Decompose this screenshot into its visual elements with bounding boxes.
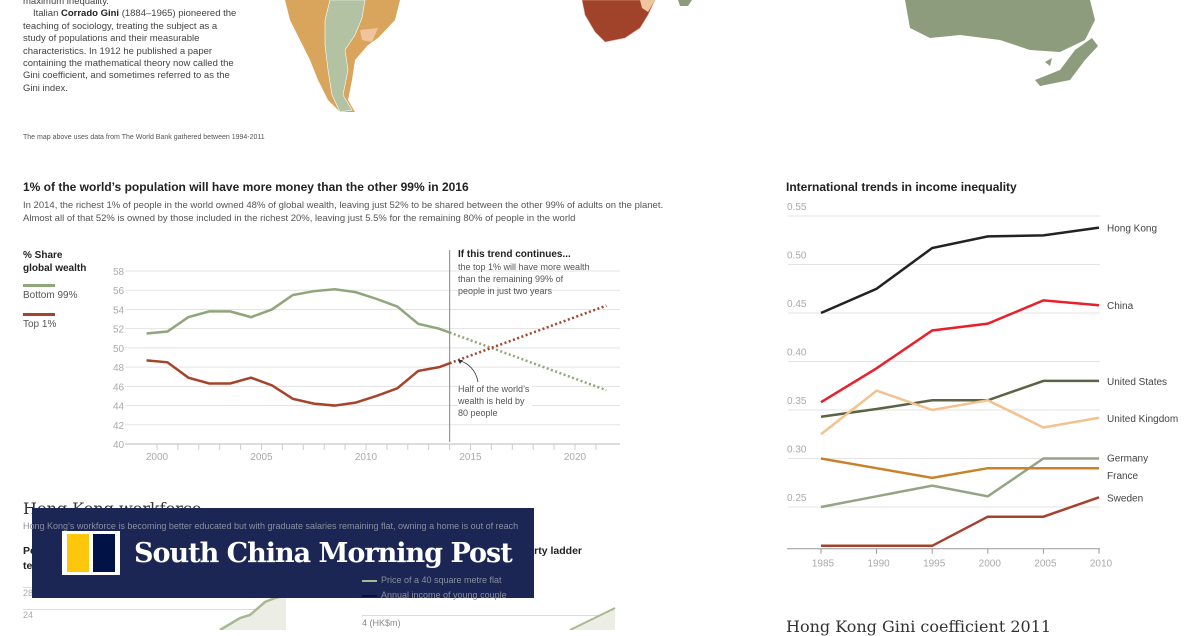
x-tick-label: 2020 [564, 452, 587, 463]
intl-title: International trends in income inequalit… [786, 180, 1017, 194]
x-tick-label: 2000 [979, 559, 1002, 570]
x-tick-label: 1990 [867, 559, 890, 570]
intro-line: maximum inequality. [23, 0, 109, 7]
y-tick-label: 42 [113, 421, 125, 432]
callout-line: 80 people [458, 408, 498, 418]
x-tick-label: 1995 [923, 559, 946, 570]
legend-bottom99: Bottom 99% [23, 284, 77, 301]
legend-label: Bottom 99% [23, 290, 78, 301]
legend-item: Price of a 40 square metre flat [362, 573, 507, 588]
x-tick-label: 2015 [459, 452, 482, 463]
y-tick-label: 50 [113, 344, 125, 355]
africa-map [581, 0, 692, 43]
annotation-title: If this trend continues... [458, 249, 571, 260]
gini-title: Hong Kong Gini coefficient 2011 [786, 617, 1052, 636]
left-tick-24: 24 [23, 609, 286, 620]
y-tick-label: 46 [113, 382, 125, 393]
intro-pre: Italian [33, 8, 61, 20]
series-line-hong-kong [820, 226, 1100, 315]
x-tick-label: 2010 [1090, 559, 1113, 570]
world-map [285, 0, 1098, 113]
right-tick: 4 (HK$m) [362, 615, 615, 628]
series-label: China [1107, 301, 1134, 312]
legend-swatch [23, 313, 55, 316]
series-line-united-kingdom [820, 389, 1100, 436]
callout: Half of the world’s wealth is held by 80… [458, 383, 533, 419]
workforce-right-chart [569, 607, 616, 630]
series-line-china [820, 299, 1100, 404]
legend-label: Top 1% [23, 319, 57, 330]
series-line-sweden [821, 496, 1100, 548]
scmp-logo [62, 531, 120, 575]
annotation-line: people in just two years [458, 286, 553, 296]
y-tick-label: 48 [113, 363, 125, 374]
x-tick-label: 1985 [812, 559, 835, 570]
intl-chart: 0.25 0.30 0.35 0.40 0.45 0.50 0.55 1985 1990 1995… [787, 202, 1178, 570]
y-tick-label: 44 [113, 402, 125, 413]
wealth-ylabel: % Share global wealth [23, 249, 86, 275]
intro-post: (1884–1965) pioneered the teaching of so… [23, 8, 237, 94]
workforce-legend: Price of a 40 square metre flat Annual i… [362, 573, 507, 603]
projection-line [449, 331, 607, 392]
intro-text: maximum inequality. Italian Corrado Gini… [23, 0, 238, 95]
y-tick-label: 0.35 [787, 396, 807, 407]
y-tick-label: 56 [113, 286, 125, 297]
y-tick-label: 0.55 [787, 202, 807, 213]
y-tick-label: 52 [113, 325, 125, 336]
series-line-france [820, 457, 1099, 480]
legend-label: Annual income of young couple [381, 590, 507, 600]
right-series-line [569, 607, 616, 630]
series-label: United Kingdom [1107, 414, 1178, 425]
legend-item: Annual income of young couple [362, 588, 507, 603]
series-label: Sweden [1107, 493, 1143, 504]
y-tick-label: 58 [113, 267, 125, 278]
ylabel-line: % Share [23, 250, 63, 261]
wealth-chart: 40 42 44 46 48 50 52 54 56 58 2000 2005 2010 2015 2020 [113, 250, 620, 463]
y-tick-label: 0.30 [787, 445, 807, 456]
callout-line: wealth is held by [458, 396, 525, 406]
annotation-line: than the remaining 99% of [458, 274, 564, 284]
legend-swatch [23, 284, 55, 287]
series-line-germany [820, 457, 1099, 509]
south-america-map [285, 0, 400, 113]
wealth-subtitle: In 2014, the richest 1% of people in the… [23, 200, 664, 224]
series-label: Germany [1107, 454, 1148, 465]
ylabel-line: global wealth [23, 263, 87, 274]
series-label: Hong Kong [1107, 224, 1157, 235]
series-line-Bottom 99% [146, 288, 451, 335]
projection-line [449, 304, 607, 365]
x-tick-label: 2000 [146, 452, 169, 463]
australia-map [905, 0, 1098, 86]
series-line-Top 1% [146, 359, 451, 407]
scmp-banner[interactable]: South China Morning Post [32, 508, 534, 598]
y-tick-label: 40 [113, 440, 125, 451]
x-tick-label: 2010 [355, 452, 378, 463]
callout-line: Half of the world’s [458, 384, 530, 394]
legend-label: Price of a 40 square metre flat [381, 575, 502, 585]
workforce-subtitle: Hong Kong’s workforce is becoming better… [23, 521, 519, 531]
intro-paragraph: Italian Corrado Gini (1884–1965) pioneer… [23, 8, 238, 95]
annotation-line: the top 1% will have more wealth [458, 262, 590, 272]
y-tick-label: 0.50 [787, 251, 807, 262]
wealth-title: 1% of the world’s population will have m… [23, 180, 469, 194]
scmp-name: South China Morning Post [134, 537, 513, 569]
x-tick-label: 2005 [250, 452, 273, 463]
tick: 4 (HK$m) [362, 618, 401, 628]
x-tick-label: 2005 [1034, 559, 1057, 570]
tick: 24 [23, 610, 34, 620]
callout-arrow [457, 359, 479, 383]
y-tick-label: 54 [113, 305, 125, 316]
y-tick-label: 0.40 [787, 348, 807, 359]
legend-top1: Top 1% [23, 313, 56, 330]
y-tick-label: 0.45 [787, 299, 807, 310]
series-label: United States [1107, 377, 1167, 388]
trend-annotation: If this trend continues... the top 1% wi… [458, 249, 590, 297]
y-tick-label: 0.25 [787, 493, 807, 504]
arrow-head [458, 360, 463, 364]
series-line-united-states [820, 379, 1099, 419]
series-label: France [1107, 471, 1139, 482]
map-note: The map above uses data from The World B… [23, 134, 265, 141]
intro-name: Corrado Gini [61, 8, 120, 20]
